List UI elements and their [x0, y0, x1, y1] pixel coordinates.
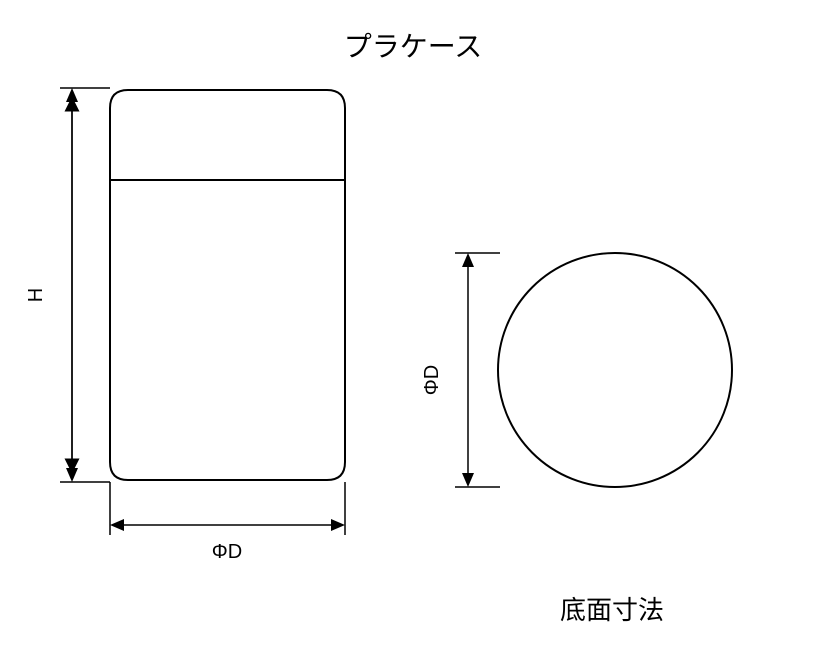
bottom-view-caption: 底面寸法 — [560, 590, 664, 627]
diameter-dimension: ΦD — [421, 253, 500, 487]
diagram-title: プラケース — [0, 25, 826, 65]
technical-drawing: H ΦD ΦD — [0, 80, 826, 640]
side-view: H ΦD — [25, 88, 345, 563]
bottom-circle — [498, 253, 732, 487]
diameter-label: ΦD — [421, 365, 443, 395]
container-outline — [110, 90, 345, 480]
width-dimension: ΦD — [110, 482, 345, 563]
height-label: H — [25, 288, 47, 302]
height-dimension: H — [25, 88, 110, 482]
bottom-view: ΦD — [421, 253, 732, 487]
width-label: ΦD — [212, 541, 242, 563]
